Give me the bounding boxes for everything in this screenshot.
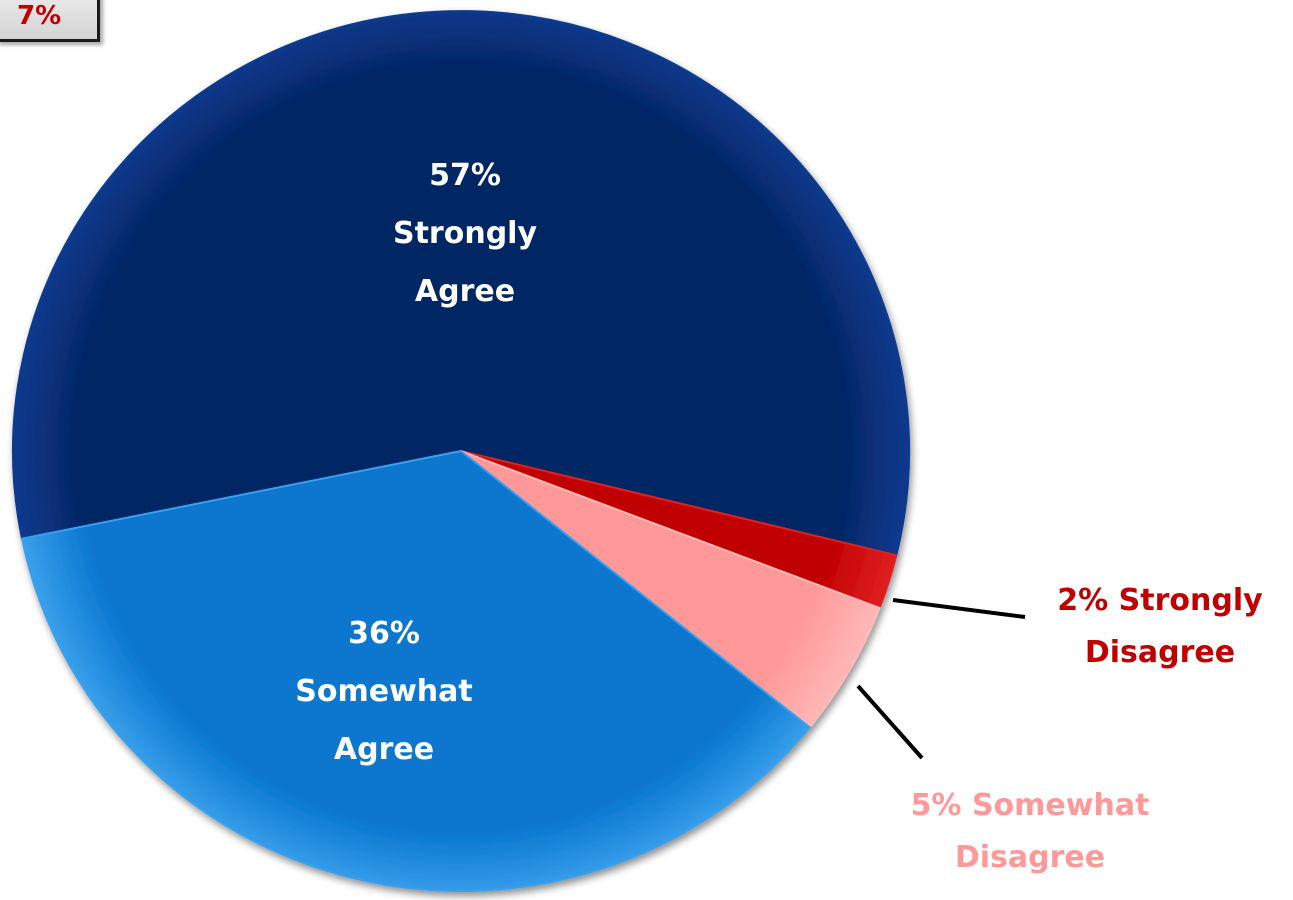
slice-label-strongly-agree-line1: 57% (429, 158, 501, 193)
slice-label-somewhat-agree-line3: Agree (334, 732, 434, 767)
slice-label-strongly-disagree-line1: 2% Strongly (1057, 583, 1263, 618)
leader-line-somewhat-disagree (856, 684, 924, 760)
pie-slice-strongly-agree (12, 10, 911, 557)
pie-slice-somewhat-agree (20, 449, 812, 893)
slice-label-strongly-disagree-line2: Disagree (1085, 635, 1235, 670)
total-badge: 7% (0, 0, 100, 42)
leader-line-strongly-disagree (892, 598, 1026, 619)
slice-label-strongly-agree-line3: Agree (415, 274, 515, 309)
total-badge-text: 7% (17, 1, 62, 31)
slice-label-somewhat-agree-line1: 36% (348, 616, 420, 651)
slice-label-strongly-agree-line2: Strongly (393, 216, 537, 251)
slice-label-somewhat-disagree-line1: 5% Somewhat (911, 788, 1150, 823)
slice-label-somewhat-agree-line2: Somewhat (295, 674, 472, 709)
slice-label-somewhat-disagree-line2: Disagree (955, 840, 1105, 875)
